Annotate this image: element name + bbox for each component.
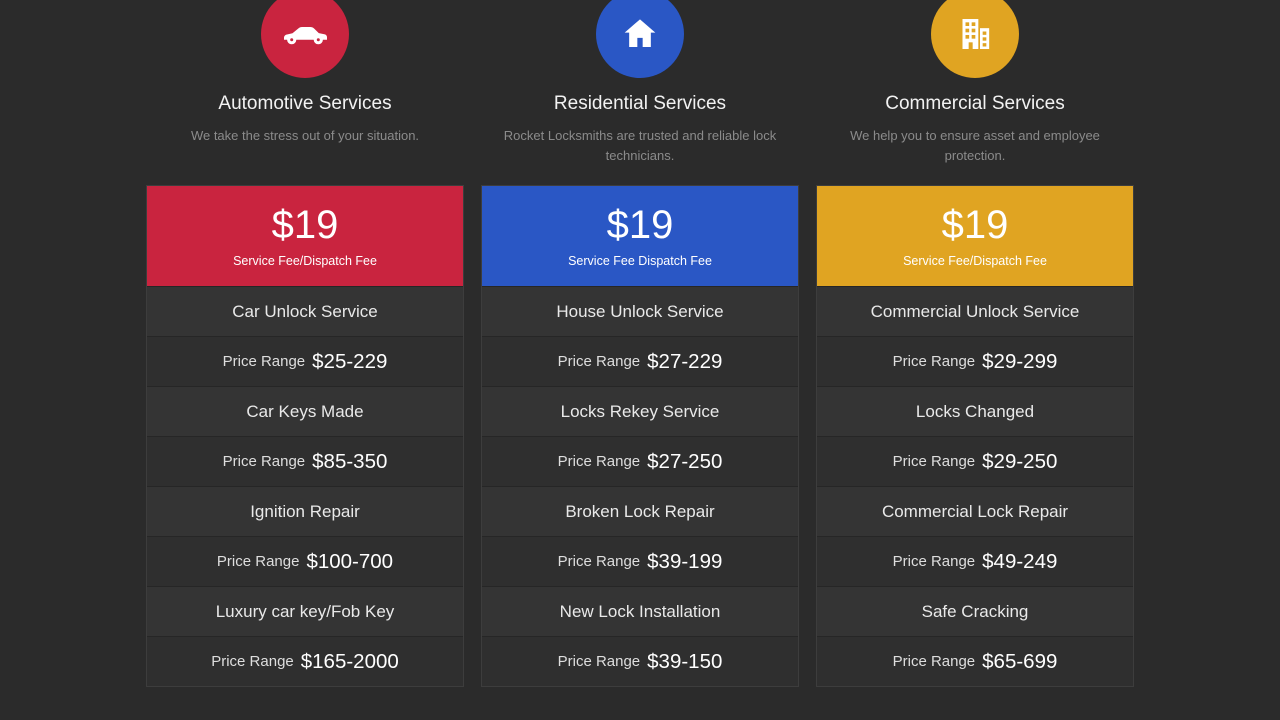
service-name-row: Car Unlock Service — [147, 286, 463, 336]
price-range-row: Price Range $29-299 — [817, 336, 1133, 386]
service-name: Commercial Lock Repair — [881, 501, 1069, 521]
column-subtitle: We take the stress out of your situation… — [190, 128, 420, 143]
price-range-value: $39-199 — [647, 549, 723, 573]
service-name-row: House Unlock Service — [482, 286, 798, 336]
price-range-label: Price Range — [216, 553, 300, 570]
price-range-label: Price Range — [557, 553, 641, 570]
service-column-automotive: Automotive Services We take the stress o… — [146, 0, 464, 687]
price-range-row: Price Range $100-700 — [147, 536, 463, 586]
service-name-row: Commercial Unlock Service — [817, 286, 1133, 336]
price-range-label: Price Range — [557, 353, 641, 370]
service-name-row: New Lock Installation — [482, 586, 798, 636]
automotive-pricing-table: $19 Service Fee/Dispatch Fee Car Unlock … — [146, 185, 464, 687]
price-range-row: Price Range $165-2000 — [147, 636, 463, 686]
price-header: $19 Service Fee Dispatch Fee — [482, 186, 798, 286]
service-name: Safe Cracking — [921, 601, 1029, 621]
service-name-row: Broken Lock Repair — [482, 486, 798, 536]
column-title: Automotive Services — [218, 93, 392, 114]
service-name-row: Locks Changed — [817, 386, 1133, 436]
price-range-value: $29-250 — [982, 449, 1058, 473]
service-fee-label: Service Fee/Dispatch Fee — [903, 253, 1047, 268]
service-name: Car Keys Made — [246, 401, 364, 421]
service-fee-label: Service Fee/Dispatch Fee — [233, 253, 377, 268]
price-range-value: $29-299 — [982, 349, 1058, 373]
service-fee-amount: $19 — [271, 202, 339, 247]
price-range-label: Price Range — [892, 653, 976, 670]
price-header: $19 Service Fee/Dispatch Fee — [817, 186, 1133, 286]
service-name-row: Ignition Repair — [147, 486, 463, 536]
price-range-value: $27-229 — [647, 349, 723, 373]
column-title: Commercial Services — [885, 93, 1065, 114]
price-range-value: $49-249 — [982, 549, 1058, 573]
service-name: House Unlock Service — [556, 301, 724, 321]
price-range-label: Price Range — [892, 553, 976, 570]
service-name: Commercial Unlock Service — [870, 301, 1080, 321]
service-name-row: Commercial Lock Repair — [817, 486, 1133, 536]
price-range-value: $85-350 — [312, 449, 388, 473]
price-range-value: $100-700 — [306, 549, 394, 573]
price-range-label: Price Range — [222, 453, 306, 470]
price-range-value: $27-250 — [647, 449, 723, 473]
automotive-icon-circle — [261, 0, 349, 78]
service-name-row: Locks Rekey Service — [482, 386, 798, 436]
price-range-row: Price Range $49-249 — [817, 536, 1133, 586]
price-range-value: $165-2000 — [300, 649, 399, 673]
commercial-pricing-table: $19 Service Fee/Dispatch Fee Commercial … — [816, 185, 1134, 687]
residential-icon-circle — [596, 0, 684, 78]
column-subtitle: Rocket Locksmiths are trusted and reliab… — [503, 128, 777, 163]
commercial-icon-circle — [931, 0, 1019, 78]
service-name: Broken Lock Repair — [565, 501, 715, 521]
service-name: Locks Rekey Service — [560, 401, 720, 421]
service-column-commercial: Commercial Services We help you to ensur… — [816, 0, 1134, 687]
service-name-row: Car Keys Made — [147, 386, 463, 436]
service-name: Ignition Repair — [250, 501, 360, 521]
service-name-row: Luxury car key/Fob Key — [147, 586, 463, 636]
price-range-row: Price Range $25-229 — [147, 336, 463, 386]
price-range-row: Price Range $85-350 — [147, 436, 463, 486]
price-range-label: Price Range — [557, 453, 641, 470]
price-range-label: Price Range — [222, 353, 306, 370]
price-range-row: Price Range $39-150 — [482, 636, 798, 686]
service-name: Car Unlock Service — [232, 301, 378, 321]
price-range-row: Price Range $27-250 — [482, 436, 798, 486]
column-title: Residential Services — [553, 93, 727, 114]
price-header: $19 Service Fee/Dispatch Fee — [147, 186, 463, 286]
service-fee-amount: $19 — [606, 202, 674, 247]
price-range-label: Price Range — [892, 453, 976, 470]
service-name: New Lock Installation — [559, 601, 721, 621]
price-range-row: Price Range $65-699 — [817, 636, 1133, 686]
car-icon — [284, 27, 327, 45]
price-range-row: Price Range $39-199 — [482, 536, 798, 586]
price-range-label: Price Range — [211, 653, 294, 670]
price-range-label: Price Range — [892, 353, 976, 370]
service-fee-amount: $19 — [941, 202, 1009, 247]
price-range-value: $65-699 — [982, 649, 1058, 673]
service-name-row: Safe Cracking — [817, 586, 1133, 636]
pricing-section: Automotive Services We take the stress o… — [146, 0, 1134, 687]
price-range-value: $39-150 — [647, 649, 723, 673]
price-range-row: Price Range $27-229 — [482, 336, 798, 386]
service-column-residential: Residential Services Rocket Locksmiths a… — [481, 0, 799, 687]
column-subtitle: We help you to ensure asset and employee… — [850, 128, 1100, 163]
residential-pricing-table: $19 Service Fee Dispatch Fee House Unloc… — [481, 185, 799, 687]
home-icon — [624, 19, 656, 47]
building-icon — [962, 19, 990, 49]
price-range-label: Price Range — [557, 653, 641, 670]
service-fee-label: Service Fee Dispatch Fee — [568, 253, 712, 268]
price-range-row: Price Range $29-250 — [817, 436, 1133, 486]
service-name: Locks Changed — [915, 401, 1035, 421]
price-range-value: $25-229 — [312, 349, 388, 373]
service-name: Luxury car key/Fob Key — [215, 601, 395, 621]
